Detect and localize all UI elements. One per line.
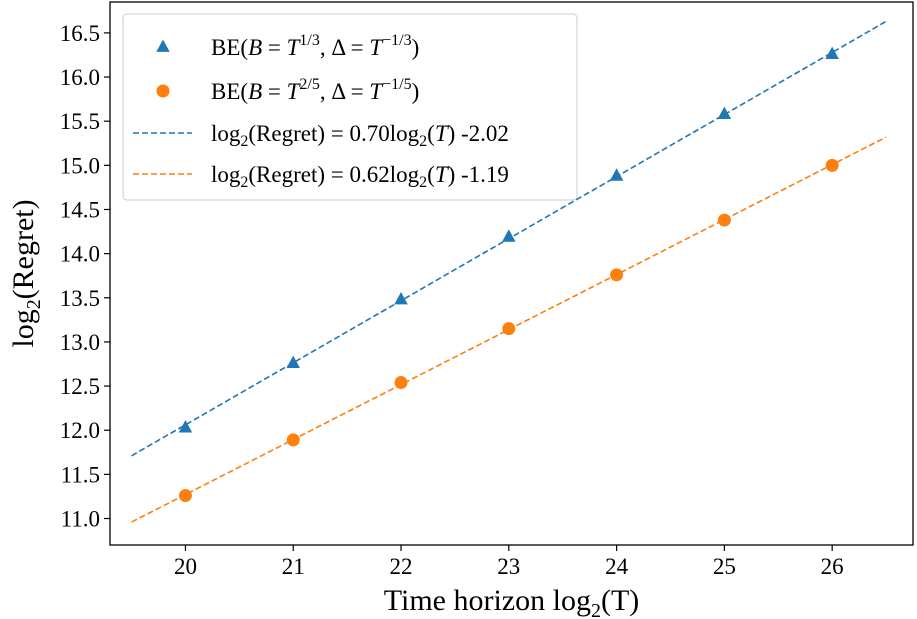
legend-markers [133,39,192,175]
y-tick-label-14.0: 14.0 [60,242,100,267]
point-s0-25 [717,106,732,120]
x-tick-label-20: 20 [174,554,197,579]
legend-0-sup2: −1/3 [382,32,411,49]
point-s0-22 [394,292,408,305]
legend-1-t1: T [287,79,302,104]
point-s1-22 [394,376,408,390]
legend-1-t2: T [369,79,384,104]
legend-3-s1: 2 [240,174,248,191]
legend-marker-0 [156,39,170,52]
legend: BE(B = T1/3, Δ = T−1/3) BE(B = T2/5, Δ =… [122,13,578,201]
y-tick-label-11.5: 11.5 [61,462,100,487]
y-tick-label-11.0: 11.0 [61,507,100,532]
point-s1-20 [178,489,192,503]
x-axis-ticks: 20 21 22 23 24 25 26 [174,545,844,579]
x-axis-label-prefix: Time horizon log [384,584,591,617]
legend-2-p2: (Regret) = 0.70log [248,121,419,146]
point-s0-23 [502,229,516,242]
legend-1-delta: , Δ = [320,79,370,104]
legend-0-b: B [248,35,262,60]
y-tick-label-14.5: 14.5 [60,197,100,222]
legend-2-p3: ( [427,121,435,146]
y-axis-ticks: 11.0 11.5 12.0 12.5 13.0 13.5 14.0 14.5 15.0 15.5… [60,21,110,532]
legend-3-p3: ( [427,162,435,187]
plot-frame [109,1,914,546]
legend-1-sup2: −1/5 [382,76,411,93]
x-tick-label-26: 26 [821,554,844,579]
legend-3-p4: ) -1.19 [448,162,509,187]
x-tick-label-22: 22 [390,554,413,579]
y-tick-label-15.5: 15.5 [60,109,100,134]
legend-2-s2: 2 [419,133,427,150]
legend-entry-fit-blue: log2(Regret) = 0.70log2(T) -2.02 [211,121,509,150]
legend-2-p4: ) -2.02 [448,121,509,146]
point-s1-23 [502,322,516,336]
legend-marker-1 [156,84,170,98]
y-tick-label-12.0: 12.0 [60,418,100,443]
legend-1-b: B [248,79,262,104]
legend-3-p2: (Regret) = 0.62log [248,162,419,187]
legend-3-p1: log [211,162,241,187]
legend-0-t2: T [369,35,384,60]
legend-0-t1: T [287,35,302,60]
legend-box [122,13,578,201]
legend-entry-be-1-3: BE(B = T1/3, Δ = T−1/3) [211,32,419,60]
y-tick-label-13.5: 13.5 [60,286,100,311]
legend-0-eq: = [262,35,286,60]
x-axis-label-paren: (T) [601,584,639,617]
legend-0-delta: , Δ = [320,35,370,60]
y-tick-label-15.0: 15.0 [60,153,100,178]
y-tick-label-13.0: 13.0 [60,330,100,355]
legend-1-sup1: 2/5 [299,76,319,93]
legend-entry-fit-orange: log2(Regret) = 0.62log2(T) -1.19 [211,162,509,191]
x-tick-label-25: 25 [713,554,736,579]
x-axis-label-sub: 2 [591,600,601,619]
legend-1-pre: BE( [211,79,248,104]
legend-2-t: T [435,121,450,146]
y-axis-label-suffix: (Regret) [7,199,40,299]
point-s0-21 [286,355,300,368]
legend-0-close: ) [412,35,420,60]
legend-2-p1: log [211,121,241,146]
y-axis-label-sub: 2 [23,299,45,309]
data-points-layer [178,46,839,503]
legend-3-t: T [435,162,450,187]
legend-2-s1: 2 [240,133,248,150]
point-s0-26 [825,46,839,59]
legend-1-close: ) [412,79,420,104]
y-tick-label-16.0: 16.0 [60,65,100,90]
y-tick-label-16.5: 16.5 [60,21,100,46]
x-tick-label-23: 23 [497,554,520,579]
legend-0-pre: BE( [211,35,248,60]
x-axis-label: Time horizon log2(T) [384,584,640,619]
legend-0-sup1: 1/3 [299,32,319,49]
y-axis-label-prefix: log [7,309,40,347]
y-tick-label-12.5: 12.5 [60,374,100,399]
legend-3-s2: 2 [419,174,427,191]
x-tick-label-24: 24 [605,554,629,579]
point-s0-20 [178,420,193,433]
point-s1-21 [286,433,300,447]
x-tick-label-21: 21 [282,554,305,579]
legend-entry-be-2-5: BE(B = T2/5, Δ = T−1/5) [211,76,419,104]
point-s1-25 [717,213,731,227]
point-s1-24 [610,268,624,282]
y-axis-label: log2(Regret) [7,199,45,347]
point-s1-26 [825,158,839,172]
legend-1-eq: = [262,79,286,104]
point-s0-24 [609,168,624,181]
